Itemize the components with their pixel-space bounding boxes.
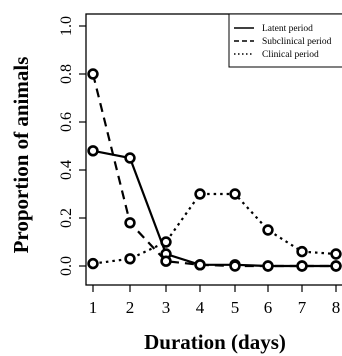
data-point (296, 260, 308, 272)
plot-frame (85, 13, 342, 286)
x-axis: 1 2 3 4 5 6 7 8 (89, 285, 341, 317)
legend: Latent period Subclinical period Clinical … (228, 13, 342, 68)
data-point (262, 260, 274, 272)
data-point (124, 217, 136, 229)
x-tick-label: 7 (298, 298, 307, 317)
y-tick-label: 1.0 (58, 16, 75, 36)
legend-label: Latent period (262, 24, 313, 34)
data-point (229, 260, 241, 272)
data-point (330, 260, 342, 272)
y-axis-title: Proportion of animals (9, 57, 33, 254)
y-tick-label: 0.2 (58, 208, 75, 228)
data-point (262, 224, 274, 236)
data-point (87, 145, 99, 157)
y-tick-label: 0.0 (58, 256, 75, 276)
series-dashed (87, 68, 342, 272)
series-layer (87, 68, 342, 272)
series-line (91, 73, 336, 268)
data-point (124, 152, 136, 164)
series-dotted (87, 188, 342, 270)
data-point (296, 245, 308, 258)
data-point (229, 188, 241, 200)
legend-label: Clinical period (262, 50, 319, 60)
plot-frame-group (85, 13, 342, 286)
x-tick-label: 6 (264, 298, 273, 317)
x-tick-label: 8 (332, 298, 341, 317)
y-axis: 0.0 0.2 0.4 0.6 0.8 1.0 (58, 16, 86, 276)
data-point (194, 188, 206, 200)
x-tick-label: 2 (126, 298, 135, 317)
data-point (160, 255, 172, 267)
legend-box (228, 13, 342, 68)
x-tick-label: 3 (162, 298, 171, 317)
x-tick-label: 5 (231, 298, 240, 317)
x-axis-title: Duration (days) (144, 330, 286, 354)
data-point (124, 253, 136, 265)
data-point (87, 68, 99, 80)
x-tick-label: 1 (89, 298, 98, 317)
data-point (194, 259, 206, 271)
data-point (87, 257, 99, 270)
y-tick-label: 0.8 (58, 64, 75, 84)
data-point (330, 248, 342, 260)
legend-label: Subclinical period (262, 37, 332, 47)
y-tick-label: 0.6 (58, 112, 75, 132)
data-point (160, 236, 172, 248)
x-tick-label: 4 (196, 298, 205, 317)
y-tick-label: 0.4 (58, 160, 75, 180)
